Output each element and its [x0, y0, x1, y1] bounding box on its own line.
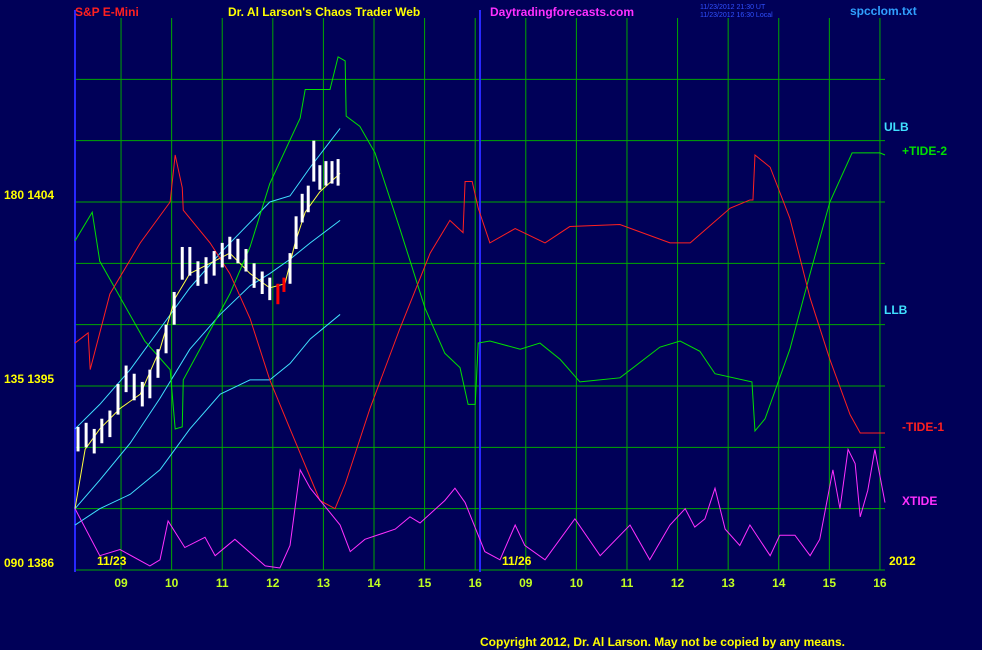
x-tick-label: 09 [114, 576, 128, 590]
x-tick-label: 16 [873, 576, 887, 590]
x-tick-label: 12 [266, 576, 280, 590]
x-tick-label: 15 [418, 576, 432, 590]
series-line [74, 314, 341, 526]
series-line [74, 56, 886, 433]
x-tick-label: 11 [621, 576, 634, 590]
grid [75, 18, 885, 571]
y-tick-label: 135 1395 [4, 372, 54, 386]
site: Daytradingforecasts.com [490, 5, 634, 19]
plot [74, 56, 886, 569]
x-tick-label: 09 [519, 576, 533, 590]
legend-label: XTIDE [902, 494, 937, 508]
date-label: 11/23 [97, 554, 127, 568]
x-tick-label: 10 [165, 576, 179, 590]
x-tick-label: 13 [317, 576, 331, 590]
y-tick-label: 090 1386 [4, 556, 54, 570]
chart-title: Dr. Al Larson's Chaos Trader Web [228, 5, 420, 19]
date-label: 2012 [889, 554, 916, 568]
copyright: Copyright 2012, Dr. Al Larson. May not b… [480, 635, 845, 649]
x-tick-label: 13 [721, 576, 735, 590]
y-tick-label: 180 1404 [4, 188, 54, 202]
legend-label: LLB [884, 303, 908, 317]
legend-label: -TIDE-1 [902, 420, 944, 434]
x-tick-label: 10 [570, 576, 584, 590]
x-tick-label: 11 [216, 576, 229, 590]
series-line [74, 447, 886, 569]
series-line [74, 220, 341, 509]
x-tick-label: 12 [671, 576, 685, 590]
series-line [74, 173, 341, 509]
x-tick-label: 14 [367, 576, 381, 590]
x-tick-label: 16 [469, 576, 483, 590]
timestamp: 11/23/2012 16:30 Local [700, 12, 773, 19]
series-line [74, 128, 341, 430]
legend-label: ULB [884, 120, 909, 134]
file-name: spcclom.txt [850, 4, 917, 18]
timestamp: 11/23/2012 21:30 UT [700, 4, 766, 11]
x-tick-label: 15 [823, 576, 837, 590]
series-line [74, 153, 885, 510]
instrument: S&P E-Mini [75, 5, 139, 19]
legend-label: +TIDE-2 [902, 144, 947, 158]
date-label: 11/26 [502, 554, 532, 568]
x-tick-label: 14 [772, 576, 786, 590]
